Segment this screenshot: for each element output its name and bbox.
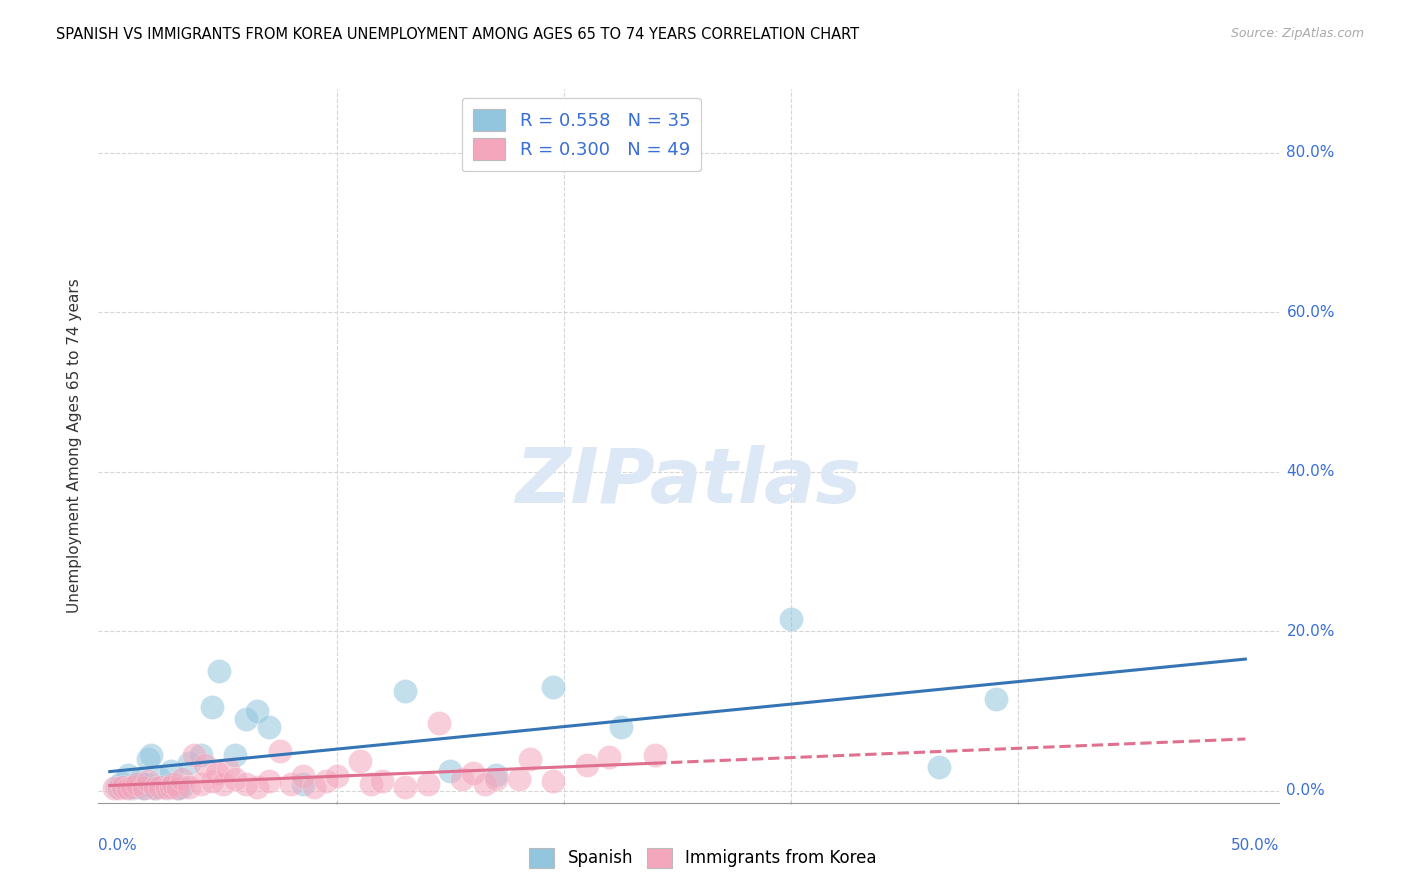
Point [257, 774, 280, 789]
Point [485, 772, 508, 786]
Point [269, 744, 291, 758]
Point [143, 781, 166, 796]
Point [644, 747, 666, 762]
Point [349, 754, 371, 768]
Y-axis label: Unemployment Among Ages 65 to 74 years: Unemployment Among Ages 65 to 74 years [67, 278, 83, 614]
Point [508, 772, 530, 786]
Text: 80.0%: 80.0% [1286, 145, 1334, 161]
Point [427, 716, 450, 731]
Point [105, 780, 128, 794]
Point [103, 781, 125, 796]
Point [172, 780, 194, 794]
Point [246, 780, 269, 794]
Point [394, 780, 416, 794]
Point [575, 757, 598, 772]
Point [194, 758, 217, 772]
Point [179, 780, 201, 794]
Point [394, 684, 416, 698]
Point [135, 777, 157, 791]
Point [128, 774, 150, 789]
Point [139, 747, 162, 762]
Point [519, 752, 541, 766]
Point [371, 774, 394, 789]
Point [138, 752, 160, 766]
Point [108, 781, 131, 796]
Text: 50.0%: 50.0% [1232, 838, 1279, 854]
Point [984, 692, 1007, 706]
Point [125, 780, 148, 794]
Point [416, 777, 439, 791]
Legend: Spanish, Immigrants from Korea: Spanish, Immigrants from Korea [523, 841, 883, 875]
Point [360, 777, 382, 791]
Point [117, 768, 139, 782]
Point [208, 665, 231, 679]
Point [143, 781, 166, 796]
Point [291, 777, 314, 791]
Point [201, 774, 224, 789]
Text: 0.0%: 0.0% [1286, 783, 1326, 798]
Point [132, 781, 155, 796]
Legend: R = 0.558   N = 35, R = 0.300   N = 49: R = 0.558 N = 35, R = 0.300 N = 49 [461, 98, 702, 171]
Point [450, 772, 472, 786]
Point [110, 776, 132, 790]
Point [246, 704, 269, 718]
Point [155, 781, 177, 796]
Point [162, 777, 184, 791]
Point [112, 780, 135, 794]
Point [172, 772, 194, 786]
Point [302, 780, 325, 794]
Point [117, 781, 139, 796]
Point [780, 612, 803, 626]
Point [541, 680, 564, 694]
Point [125, 777, 148, 791]
Point [155, 780, 177, 794]
Point [149, 780, 172, 794]
Point [485, 768, 508, 782]
Text: SPANISH VS IMMIGRANTS FROM KOREA UNEMPLOYMENT AMONG AGES 65 TO 74 YEARS CORRELAT: SPANISH VS IMMIGRANTS FROM KOREA UNEMPLO… [56, 27, 859, 42]
Text: Source: ZipAtlas.com: Source: ZipAtlas.com [1230, 27, 1364, 40]
Point [146, 780, 169, 794]
Point [167, 781, 190, 796]
Point [121, 780, 143, 794]
Point [138, 774, 160, 789]
Point [179, 756, 201, 770]
Point [610, 720, 633, 734]
Point [132, 781, 155, 796]
Text: 20.0%: 20.0% [1286, 624, 1334, 639]
Point [190, 747, 212, 762]
Point [224, 747, 246, 762]
Point [190, 777, 212, 791]
Point [541, 774, 564, 789]
Point [160, 764, 183, 778]
Point [212, 777, 235, 791]
Point [183, 747, 205, 762]
Point [201, 700, 224, 714]
Point [474, 777, 496, 791]
Point [224, 772, 246, 786]
Point [315, 774, 337, 789]
Text: ZIPatlas: ZIPatlas [516, 445, 862, 518]
Point [149, 772, 172, 786]
Point [217, 762, 239, 776]
Point [121, 781, 143, 796]
Point [235, 712, 257, 726]
Point [463, 766, 485, 780]
Point [167, 781, 190, 796]
Point [280, 777, 302, 791]
Text: 60.0%: 60.0% [1286, 305, 1334, 320]
Point [257, 720, 280, 734]
Point [205, 766, 228, 780]
Point [326, 770, 349, 784]
Text: 40.0%: 40.0% [1286, 465, 1334, 479]
Point [291, 770, 314, 784]
Point [439, 764, 461, 778]
Point [928, 760, 950, 774]
Point [114, 780, 136, 794]
Point [160, 780, 183, 794]
Text: 0.0%: 0.0% [98, 838, 138, 854]
Point [235, 777, 257, 791]
Point [598, 750, 620, 764]
